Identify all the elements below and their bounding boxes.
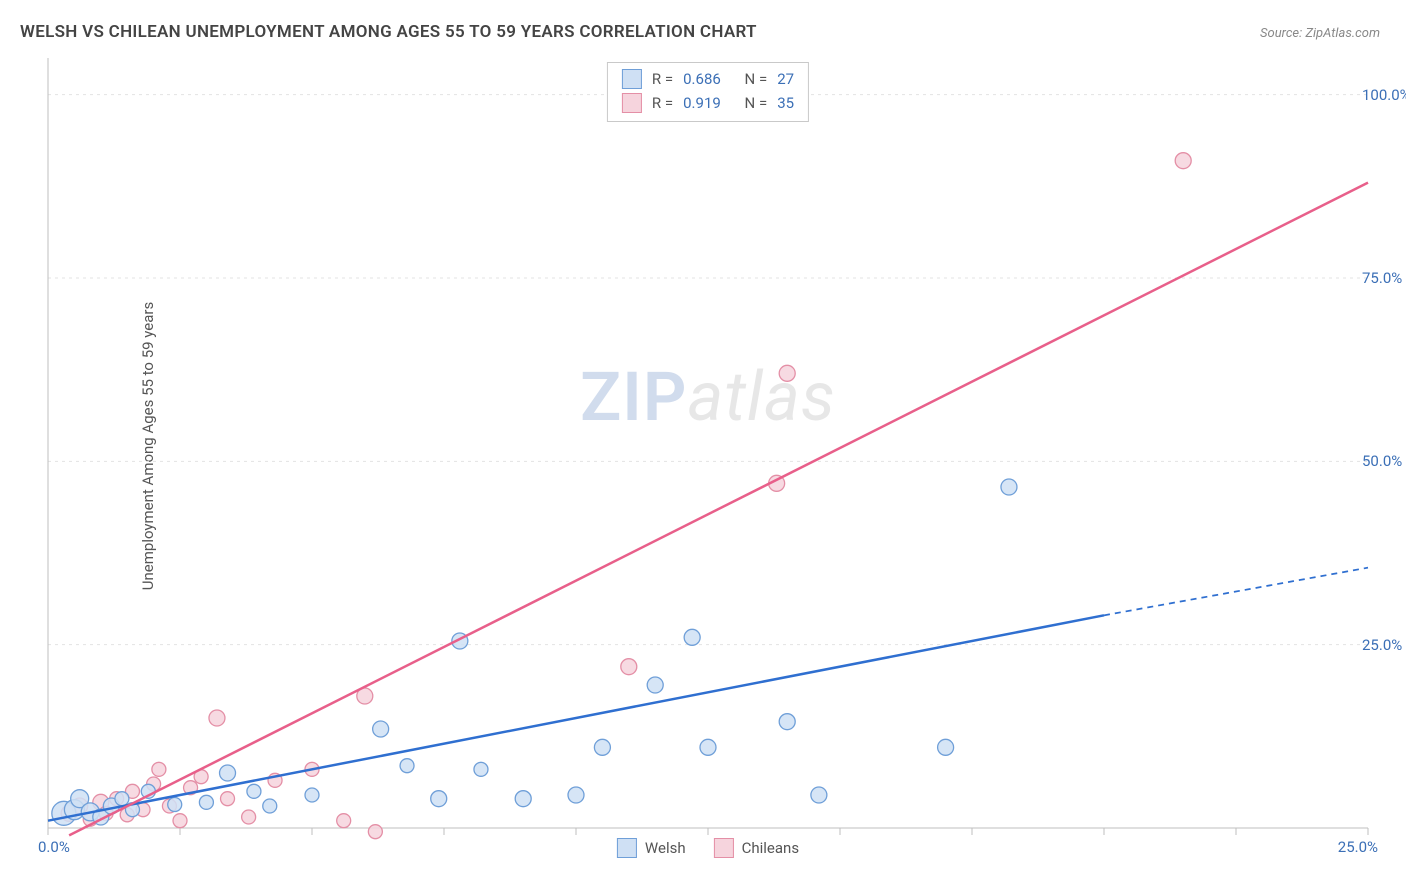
- stats-n-label: N =: [745, 91, 768, 115]
- stats-row-chileans: R = 0.919 N = 35: [622, 91, 794, 115]
- legend-label-chileans: Chileans: [742, 839, 799, 857]
- stats-n-label: N =: [745, 67, 768, 91]
- stats-box: R = 0.686 N = 27 R = 0.919 N = 35: [607, 62, 809, 122]
- source-label: Source:: [1260, 26, 1302, 41]
- legend-item-welsh: Welsh: [617, 838, 686, 858]
- stats-r-label: R =: [652, 91, 673, 115]
- stats-row-welsh: R = 0.686 N = 27: [622, 67, 794, 91]
- stats-n-value-chileans: 35: [777, 91, 794, 115]
- x-origin-label: 0.0%: [38, 838, 70, 856]
- source-attribution: Source: ZipAtlas.com: [1260, 26, 1380, 41]
- legend-swatch-chileans: [714, 838, 734, 858]
- source-value: ZipAtlas.com: [1305, 26, 1380, 41]
- swatch-welsh: [622, 69, 642, 89]
- legend-swatch-welsh: [617, 838, 637, 858]
- chart-plot-area: ZIPatlas R = 0.686 N = 27 R = 0.919 N = …: [48, 58, 1368, 828]
- legend-item-chileans: Chileans: [714, 838, 799, 858]
- stats-r-label: R =: [652, 67, 673, 91]
- stats-r-value-welsh: 0.686: [683, 67, 721, 91]
- chart-title: WELSH VS CHILEAN UNEMPLOYMENT AMONG AGES…: [20, 22, 757, 42]
- stats-r-value-chileans: 0.919: [683, 91, 721, 115]
- legend-label-welsh: Welsh: [645, 839, 686, 857]
- legend: Welsh Chileans: [617, 838, 799, 858]
- y-tick-label: 25.0%: [1362, 636, 1406, 654]
- x-max-label: 25.0%: [1338, 838, 1378, 856]
- swatch-chileans: [622, 93, 642, 113]
- stats-n-value-welsh: 27: [777, 67, 794, 91]
- chart-svg: [48, 58, 1368, 828]
- y-tick-label: 50.0%: [1362, 452, 1406, 470]
- y-tick-label: 75.0%: [1362, 269, 1406, 287]
- y-tick-label: 100.0%: [1362, 86, 1406, 104]
